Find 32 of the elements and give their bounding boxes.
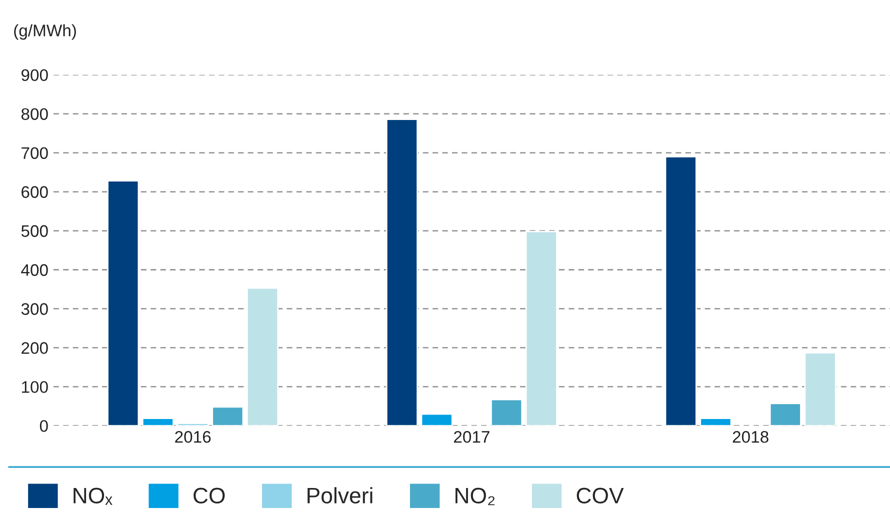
y-axis-title: (g/MWh) <box>14 24 76 40</box>
y-tick-label: 100 <box>22 381 48 393</box>
y-tick-label: 200 <box>22 342 48 354</box>
bar <box>176 422 209 426</box>
bar <box>664 156 697 426</box>
bar <box>107 180 140 426</box>
x-tick-label: 2018 <box>732 431 768 443</box>
legend-label: NOₓ <box>74 488 112 505</box>
y-tick-label: 600 <box>22 186 48 198</box>
bar <box>769 402 802 426</box>
y-tick-label: 0 <box>40 420 48 432</box>
y-tick-label: 700 <box>22 147 48 159</box>
x-tick-label: 2016 <box>175 431 211 443</box>
bar <box>212 406 244 426</box>
legend-label: Polveri <box>308 487 372 504</box>
y-tick-label: 300 <box>21 303 48 315</box>
y-tick-label: 500 <box>21 225 48 237</box>
bar <box>804 352 836 426</box>
bar <box>246 287 279 426</box>
bar <box>525 230 558 426</box>
x-tick-label: 2017 <box>454 431 490 443</box>
legend-label: CO <box>194 488 225 504</box>
legend-label: NO₂ <box>456 488 495 506</box>
bar <box>420 413 453 426</box>
y-tick-label: 400 <box>21 264 48 276</box>
y-tick-label: 900 <box>22 69 48 82</box>
bar <box>490 398 523 426</box>
bar <box>386 118 418 426</box>
bar <box>142 418 174 426</box>
y-tick-label: 800 <box>21 108 48 120</box>
bar <box>700 418 732 426</box>
legend-label: COV <box>576 488 624 504</box>
